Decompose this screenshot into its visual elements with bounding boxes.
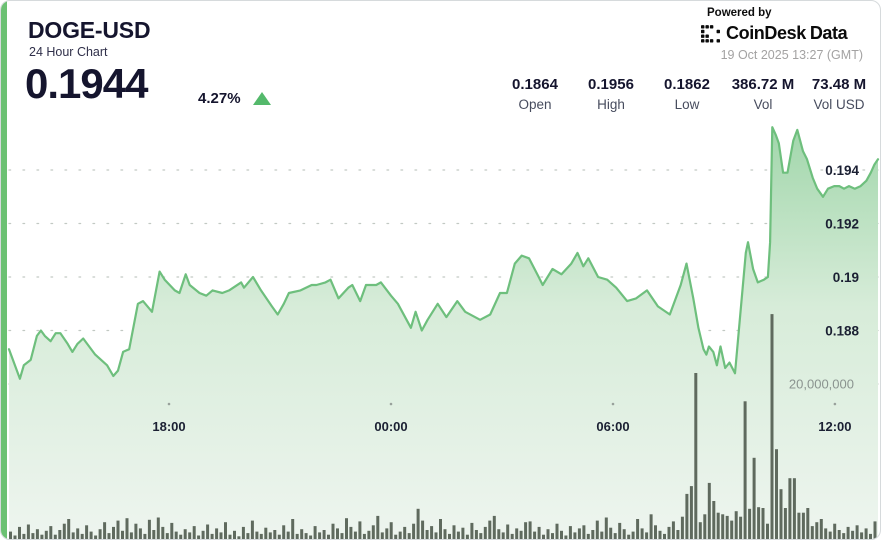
stat-vol-usd-value: 73.48 M xyxy=(811,76,867,93)
svg-text:20,000,000: 20,000,000 xyxy=(789,377,854,392)
timestamp: 19 Oct 2025 13:27 (GMT) xyxy=(720,48,863,62)
stat-vol: 386.72 M Vol xyxy=(725,76,801,112)
svg-text:0.194: 0.194 xyxy=(825,163,859,178)
svg-text:18:00: 18:00 xyxy=(152,419,185,434)
chart-subtitle: 24 Hour Chart xyxy=(29,45,108,59)
svg-text:00:00: 00:00 xyxy=(374,419,407,434)
svg-text:0.19: 0.19 xyxy=(833,270,859,285)
svg-text:12:00: 12:00 xyxy=(818,419,851,434)
price-axis-labels: 0.194 0.192 0.19 0.188 xyxy=(825,163,859,338)
stat-high: 0.1956 High xyxy=(573,76,649,112)
stats-row: 0.1864 Open 0.1956 High 0.1862 Low 386.7… xyxy=(497,76,877,112)
svg-text:06:00: 06:00 xyxy=(596,419,629,434)
coindesk-logo-text: CoinDesk Data xyxy=(726,23,848,44)
stat-low: 0.1862 Low xyxy=(649,76,725,112)
stat-low-label: Low xyxy=(674,97,700,112)
volume-bars xyxy=(9,314,877,539)
svg-text:0.188: 0.188 xyxy=(825,323,859,338)
powered-by-label: Powered by xyxy=(707,7,772,19)
logo-word-data: Data xyxy=(809,23,848,43)
branding-block: Powered by CoinDesk Data 19 Oct 2025 13:2… xyxy=(701,7,863,62)
price-change: 4.27% xyxy=(198,90,271,107)
coindesk-logo-icon xyxy=(701,24,720,43)
logo-word-coindesk: CoinDesk xyxy=(726,23,806,43)
stat-open-value: 0.1864 xyxy=(512,76,558,93)
change-percent: 4.27% xyxy=(198,90,241,107)
time-axis-labels: 18:00 00:00 06:00 12:00 xyxy=(152,402,852,434)
stat-vol-value: 386.72 M xyxy=(731,76,795,93)
stat-low-value: 0.1862 xyxy=(664,76,710,93)
svg-text:0.192: 0.192 xyxy=(825,216,859,231)
stat-open-label: Open xyxy=(518,97,552,112)
stat-open: 0.1864 Open xyxy=(497,76,573,112)
price-area xyxy=(9,127,878,539)
up-arrow-icon xyxy=(252,92,271,105)
green-accent-strip xyxy=(1,1,7,539)
stat-high-label: High xyxy=(597,97,625,112)
page-title: DOGE-USD xyxy=(28,17,151,43)
stat-high-value: 0.1956 xyxy=(588,76,634,93)
stat-vol-usd: 73.48 M Vol USD xyxy=(801,76,877,112)
coindesk-logo[interactable]: CoinDesk Data xyxy=(701,23,863,44)
stat-vol-label: Vol xyxy=(753,97,773,112)
stat-vol-usd-label: Vol USD xyxy=(813,97,865,112)
current-price: 0.1944 xyxy=(25,60,148,107)
price-line xyxy=(7,126,880,380)
volume-axis-label: 20,000,000 xyxy=(789,377,854,392)
